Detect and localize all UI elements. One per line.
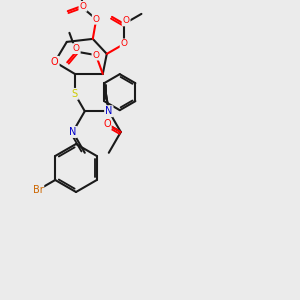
Text: S: S [72,89,78,99]
Text: O: O [80,2,86,11]
Text: Br: Br [32,185,43,195]
Text: O: O [73,44,80,53]
Text: O: O [103,119,111,129]
Text: O: O [51,57,59,67]
Text: O: O [123,16,130,26]
Text: O: O [121,39,128,48]
Text: O: O [92,51,99,60]
Text: O: O [93,15,100,24]
Text: N: N [105,106,112,116]
Text: N: N [69,127,76,137]
